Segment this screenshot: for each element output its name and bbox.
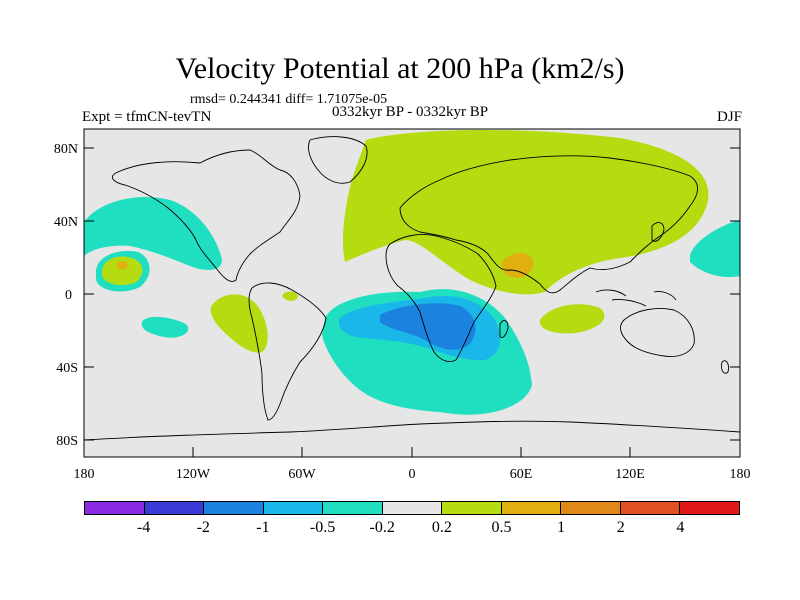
lat-tick-label: 0 — [65, 288, 72, 303]
lat-tick-label: 40N — [54, 215, 78, 230]
coastline-new-zealand — [721, 360, 729, 374]
stats-text: rmsd= 0.244341 diff= 1.71075e-05 — [190, 92, 388, 107]
coastline-antarctica — [84, 420, 740, 441]
coastline-greenland — [307, 136, 368, 184]
lat-axis — [84, 147, 740, 441]
contour-negative-west-pacific — [690, 220, 740, 278]
lon-tick-label: 0 — [409, 467, 416, 482]
colorbar-swatch — [620, 502, 681, 514]
colorbar-label: -4 — [136, 519, 151, 536]
coastlines — [84, 136, 740, 441]
contour-positive-indian-ocean — [539, 304, 605, 334]
coastline-africa — [385, 233, 497, 363]
lon-tick-label: 60W — [288, 467, 316, 482]
colorbar-swatch — [204, 502, 264, 514]
colorbar-swatch — [263, 502, 324, 514]
coastline-north-america — [111, 149, 301, 282]
coastline-madagascar — [499, 320, 509, 339]
coastline-australia — [620, 308, 695, 357]
colorbar-label: -0.2 — [369, 519, 395, 536]
contour-negative-south-pacific — [141, 316, 189, 338]
colorbar-label: -1 — [256, 519, 270, 536]
contour-positive-arabia — [501, 253, 534, 278]
colorbar-swatch — [85, 502, 145, 514]
contour-negative-north-pacific — [84, 196, 222, 270]
colorbar-label: 0.5 — [491, 519, 512, 536]
coastline-japan — [651, 222, 665, 242]
lat-tick-label: 40S — [56, 361, 78, 376]
colorbar-label: 0.2 — [431, 519, 452, 536]
colorbar-swatch — [144, 502, 205, 514]
colorbar — [84, 501, 740, 515]
contour-positive-eurasia — [343, 129, 709, 295]
lon-axis — [83, 447, 741, 457]
colorbar-label: 4 — [676, 519, 685, 536]
contour-positive-south-america — [210, 294, 268, 353]
coastline-indonesia — [595, 289, 677, 307]
colorbar-swatch — [323, 502, 383, 514]
lon-tick-label: 180 — [74, 467, 95, 482]
lon-tick-label: 120E — [615, 467, 645, 482]
contour-negative-africa-inner — [380, 303, 476, 350]
lat-tick-label: 80N — [54, 142, 78, 157]
lon-tick-label: 180 — [730, 467, 751, 482]
colorbar-label: 1 — [557, 519, 566, 536]
lat-tick-label: 80S — [56, 434, 78, 449]
colorbar-swatch — [680, 502, 740, 514]
lon-tick-label: 120W — [176, 467, 211, 482]
colorbar-label: -2 — [196, 519, 210, 536]
colorbar-label: 2 — [616, 519, 625, 536]
contour-positive-small-atlantic — [282, 291, 298, 301]
contour-positive-central-pacific-inner — [102, 256, 143, 286]
colorbar-swatch — [501, 502, 562, 514]
colorbar-labels: -4 -2 -1 -0.5 -0.2 0.2 0.5 1 2 4 — [84, 519, 740, 543]
period-label: 0332kyr BP - 0332kyr BP — [331, 104, 489, 120]
colorbar-swatch — [561, 502, 621, 514]
contour-positive-central-pacific-core — [117, 261, 128, 270]
experiment-label: Expt = tfmCN-tevTN — [82, 109, 212, 125]
coastline-south-america — [248, 282, 327, 421]
colorbar-swatch — [442, 502, 502, 514]
contour-fills — [84, 129, 740, 415]
colorbar-label: -0.5 — [309, 519, 336, 536]
coastline-eurasia — [399, 155, 698, 294]
season-label: DJF — [716, 109, 742, 125]
lon-tick-label: 60E — [510, 467, 533, 482]
colorbar-swatch — [382, 502, 443, 514]
map-title: Velocity Potential at 200 hPa (km2/s) — [175, 52, 625, 85]
